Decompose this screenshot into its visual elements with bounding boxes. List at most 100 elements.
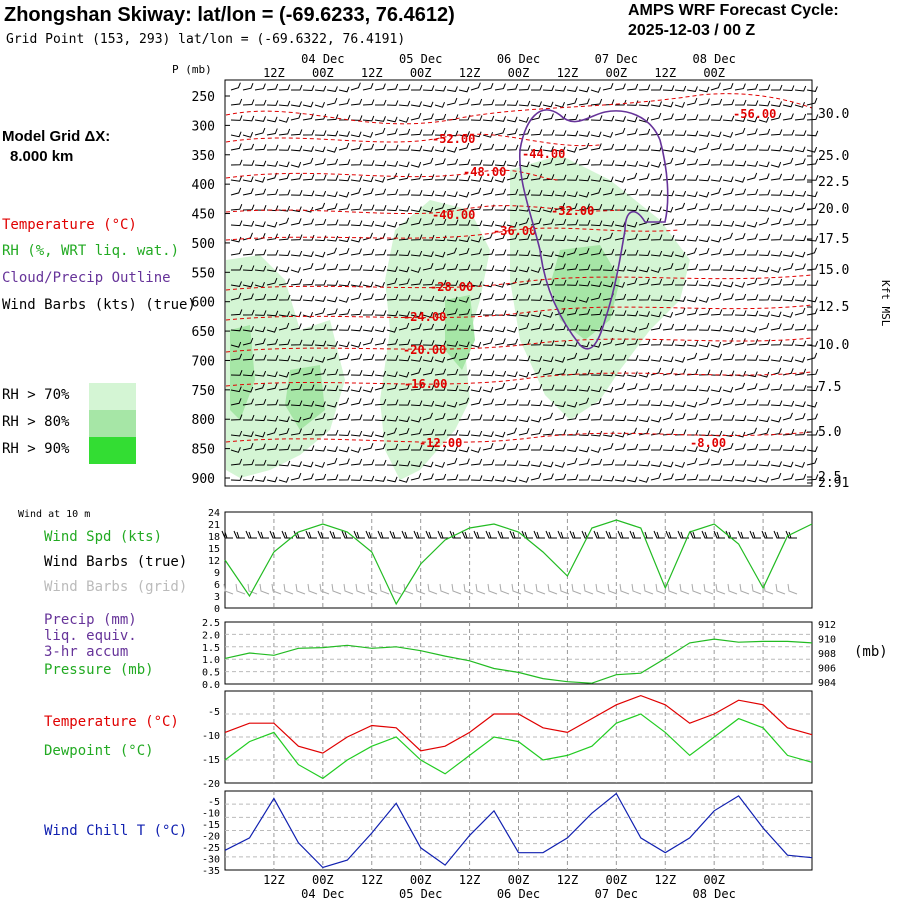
wind-barb — [242, 309, 255, 316]
wind-barb — [386, 128, 398, 136]
precip-liq-label: liq. equiv. — [44, 628, 137, 644]
wind-barb — [410, 145, 423, 152]
wind-barb — [602, 265, 615, 272]
wind-barb — [422, 428, 435, 436]
wind-barb — [398, 278, 410, 286]
wind-barb — [578, 385, 591, 392]
wind10m-barb — [713, 530, 725, 539]
axis-tick-label: 2.5 — [202, 618, 220, 629]
wind-barb — [674, 307, 686, 316]
wind-barb — [578, 397, 590, 406]
wind-barb — [290, 428, 302, 436]
pressure-axis-label: P (mb) — [172, 63, 212, 76]
wind-barb — [578, 219, 591, 226]
wind-barb — [410, 356, 423, 362]
wind-barb — [338, 175, 351, 182]
wind-barb — [698, 236, 710, 243]
wind-barb — [650, 234, 663, 241]
wind10m-barb — [305, 530, 317, 539]
wind-barb — [662, 412, 673, 421]
wind-barb — [614, 326, 626, 333]
wind-barb — [626, 460, 639, 466]
wind10m-grid-barb — [451, 583, 462, 595]
wind-barb — [650, 250, 663, 257]
wind-barb — [314, 445, 327, 452]
wind-barb — [746, 326, 758, 333]
wind-barb — [326, 385, 339, 392]
wind-barb — [758, 250, 771, 257]
wind-barb — [806, 413, 818, 421]
wind-barb — [302, 146, 314, 152]
wind-barb — [362, 99, 375, 106]
wind-barb — [410, 101, 422, 107]
wind-barb — [458, 308, 471, 316]
wind-barb — [590, 309, 603, 316]
wind10m-grid-barb — [235, 583, 246, 595]
wind-barb — [518, 278, 530, 286]
wind-barb — [302, 85, 315, 92]
wind-barb — [338, 264, 351, 271]
wind-barb — [686, 175, 699, 181]
wind-barb — [254, 338, 266, 346]
wind-barb — [638, 355, 651, 362]
wind-barb — [626, 161, 639, 167]
wind-barb — [542, 412, 553, 421]
wind-barb — [698, 325, 711, 331]
wind-barb — [566, 146, 578, 153]
wind-barb — [722, 326, 734, 332]
wind-barb — [326, 158, 339, 166]
wind-barb — [470, 430, 483, 437]
wind-barb — [578, 280, 591, 287]
wind-barb — [638, 84, 651, 91]
wind10m-grid-barb — [655, 583, 666, 595]
wind-barb — [314, 251, 326, 258]
wind-barb — [806, 86, 818, 92]
chart-title: Zhongshan Skiway: lat/lon = (-69.6233, 7… — [4, 4, 455, 26]
wind-barb — [566, 385, 579, 392]
axis-tick-label: -35 — [202, 866, 220, 877]
wind-barb — [374, 370, 387, 377]
wind-barb — [686, 263, 699, 271]
wind-barb — [770, 384, 783, 391]
wind-barb — [650, 339, 663, 346]
wind-barb — [458, 248, 470, 256]
wind-barb — [578, 325, 591, 331]
legend-wind: Wind Barbs (kts) (true) — [2, 297, 196, 313]
wind-barb — [698, 219, 711, 226]
wind-barb — [782, 461, 794, 468]
wind-barb — [650, 356, 663, 362]
wind-barb — [590, 220, 603, 227]
wind-barb — [254, 326, 266, 333]
wind10m-title: Wind at 10 m — [18, 509, 91, 520]
wind10m-grid-barb — [283, 583, 294, 595]
wind-barb — [422, 129, 435, 136]
wind-barb — [542, 157, 554, 166]
wind-barb — [494, 176, 506, 183]
legend-rh70: RH > 70% — [2, 387, 70, 403]
wind-barb — [674, 146, 686, 153]
wind-barb — [362, 354, 375, 361]
wind-barb — [602, 337, 614, 346]
wind-barb — [506, 233, 518, 241]
wind-barb — [518, 161, 530, 168]
wind-barb — [398, 84, 411, 91]
wind-barb — [698, 203, 710, 211]
wind-barb — [350, 325, 363, 332]
wind-barb — [458, 430, 471, 437]
wind-barb — [542, 445, 555, 452]
wind-barb — [710, 292, 722, 301]
wind-barb — [446, 385, 459, 392]
wind-barb — [434, 174, 447, 181]
wind-barb — [758, 278, 770, 286]
wind-barb — [266, 476, 278, 483]
wind-barb — [435, 279, 447, 286]
wind-barb — [806, 97, 818, 106]
wind-barb — [650, 267, 661, 273]
wind-barb — [266, 83, 279, 91]
wind-barb — [290, 278, 303, 286]
wind-barb — [398, 383, 410, 391]
wind-barb — [698, 175, 711, 182]
wind-barb — [542, 400, 555, 407]
wind-barb — [806, 457, 818, 466]
wind-barb — [794, 473, 807, 481]
